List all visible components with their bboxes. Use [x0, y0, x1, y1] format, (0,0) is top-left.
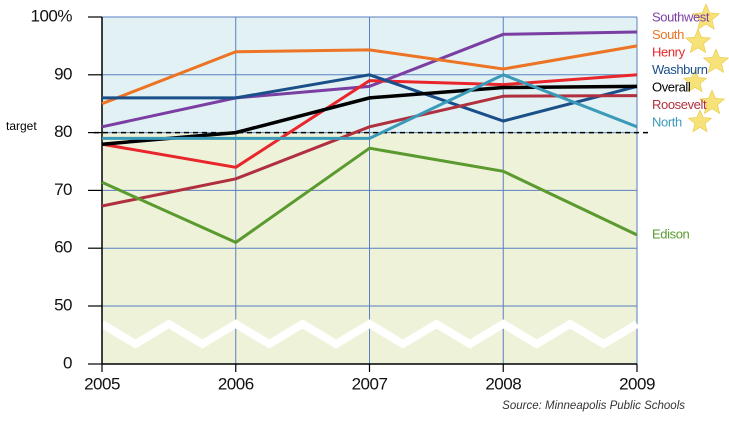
- legend-label: South: [652, 27, 684, 42]
- line: [101, 94, 638, 208]
- star: [684, 28, 712, 54]
- legend-label: Southwest: [652, 9, 710, 24]
- x-tick-label: 2005: [84, 374, 120, 393]
- line: [102, 73, 638, 123]
- y-tick-label: 60: [54, 238, 72, 257]
- line: [101, 44, 638, 106]
- legend-label: Washburn: [652, 62, 708, 77]
- star: [702, 48, 729, 74]
- line: [101, 84, 638, 146]
- legend-label: Henry: [652, 44, 686, 59]
- legend-label: Overall: [652, 79, 691, 94]
- y-tick-label: 100%: [31, 6, 73, 25]
- star: [687, 109, 713, 133]
- y-tick-label: 70: [54, 180, 72, 199]
- legend-label: North: [652, 114, 682, 129]
- line: [102, 73, 638, 140]
- y-tick-label: 80: [54, 122, 72, 141]
- line: [101, 30, 638, 129]
- x-tick-label: 2007: [352, 374, 388, 393]
- line: [101, 73, 638, 169]
- x-tick-label: 2008: [485, 374, 521, 393]
- legend-label: Edison: [652, 226, 690, 241]
- line: [101, 146, 638, 245]
- target-label: target: [6, 119, 37, 133]
- y-tick-label: 0: [63, 353, 72, 372]
- x-tick-label: 2006: [218, 374, 254, 393]
- y-tick-label: 90: [54, 64, 72, 83]
- axis-break: [99, 319, 640, 349]
- star: [698, 89, 726, 115]
- x-tick-label: 2009: [619, 374, 655, 393]
- y-tick-label: 50: [54, 295, 72, 314]
- star: [682, 69, 708, 93]
- legend-label: Roosevelt: [652, 97, 707, 112]
- source-note: Source: Minneapolis Public Schools: [502, 400, 685, 412]
- star: [691, 3, 721, 30]
